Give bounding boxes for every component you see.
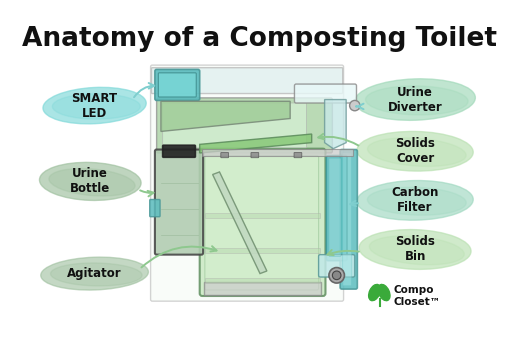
Circle shape — [332, 271, 341, 280]
Text: Agitator: Agitator — [67, 267, 122, 280]
Text: Solids
Bin: Solids Bin — [395, 235, 435, 263]
Ellipse shape — [378, 284, 390, 301]
Ellipse shape — [369, 284, 381, 301]
Ellipse shape — [357, 131, 473, 171]
Ellipse shape — [368, 187, 466, 215]
Polygon shape — [324, 99, 346, 149]
Ellipse shape — [355, 79, 475, 120]
FancyBboxPatch shape — [163, 103, 306, 148]
FancyBboxPatch shape — [163, 145, 196, 157]
FancyBboxPatch shape — [343, 153, 352, 286]
FancyBboxPatch shape — [294, 153, 302, 158]
Text: Solids
Cover: Solids Cover — [395, 137, 435, 165]
Text: Anatomy of a Composting Toilet: Anatomy of a Composting Toilet — [22, 26, 498, 52]
Polygon shape — [161, 101, 290, 131]
Circle shape — [349, 100, 360, 111]
Text: Compo
Closet™: Compo Closet™ — [394, 285, 440, 307]
FancyBboxPatch shape — [151, 68, 343, 94]
FancyBboxPatch shape — [155, 69, 200, 100]
FancyBboxPatch shape — [202, 149, 353, 156]
Ellipse shape — [368, 138, 466, 166]
FancyBboxPatch shape — [319, 255, 355, 277]
Ellipse shape — [369, 236, 464, 265]
Ellipse shape — [366, 86, 468, 115]
FancyBboxPatch shape — [221, 153, 229, 158]
FancyBboxPatch shape — [251, 153, 259, 158]
Ellipse shape — [53, 94, 140, 119]
Ellipse shape — [43, 87, 146, 124]
Text: Urine
Bottle: Urine Bottle — [70, 167, 110, 196]
Ellipse shape — [40, 162, 141, 200]
FancyBboxPatch shape — [157, 98, 332, 153]
Polygon shape — [213, 172, 267, 274]
FancyBboxPatch shape — [205, 248, 320, 253]
Text: SMART
LED: SMART LED — [72, 92, 118, 120]
FancyBboxPatch shape — [200, 149, 326, 296]
FancyBboxPatch shape — [158, 73, 196, 97]
Text: Carbon
Filter: Carbon Filter — [392, 186, 439, 214]
FancyBboxPatch shape — [150, 200, 160, 217]
Ellipse shape — [49, 168, 135, 196]
Ellipse shape — [50, 263, 142, 286]
Polygon shape — [200, 134, 311, 153]
Ellipse shape — [359, 229, 471, 269]
FancyBboxPatch shape — [205, 278, 320, 283]
FancyBboxPatch shape — [204, 282, 321, 295]
FancyBboxPatch shape — [155, 150, 203, 255]
FancyBboxPatch shape — [327, 156, 347, 261]
FancyBboxPatch shape — [151, 65, 344, 301]
FancyBboxPatch shape — [329, 158, 341, 256]
FancyBboxPatch shape — [294, 84, 357, 103]
Ellipse shape — [357, 180, 473, 220]
FancyBboxPatch shape — [340, 150, 357, 289]
Ellipse shape — [41, 257, 148, 290]
Circle shape — [329, 268, 344, 283]
FancyBboxPatch shape — [205, 156, 319, 290]
FancyBboxPatch shape — [205, 213, 320, 218]
Text: Urine
Diverter: Urine Diverter — [388, 85, 443, 114]
